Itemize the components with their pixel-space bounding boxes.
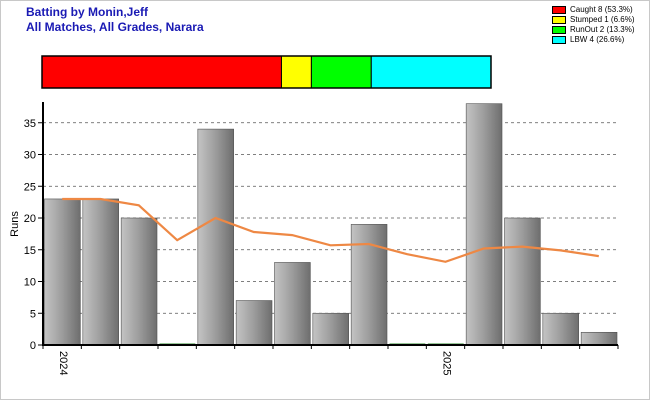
legend-swatch-stumped — [552, 16, 566, 24]
dismissal-segment-caught — [41, 55, 282, 89]
dismissal-bar — [41, 55, 492, 89]
y-tick-label: 35 — [24, 118, 36, 130]
legend-swatch-runout — [552, 26, 566, 34]
bar — [542, 312, 579, 346]
average-line-group — [62, 197, 599, 263]
bar — [580, 331, 618, 346]
legend-label-runout: RunOut 2 (13.3%) — [570, 25, 635, 34]
legend-label-caught: Caught 8 (53.3%) — [570, 5, 633, 14]
y-axis-title: Runs — [9, 211, 21, 237]
legend-swatch-caught — [552, 6, 566, 14]
legend-label-stumped: Stumped 1 (6.6%) — [570, 15, 635, 24]
dismissal-segment-lbw — [370, 55, 492, 89]
legend-label-lbw: LBW 4 (26.6%) — [570, 35, 625, 44]
axes — [38, 102, 619, 349]
chart-title-line-2: All Matches, All Grades, Narara — [26, 20, 204, 34]
bar — [120, 217, 158, 346]
bar — [235, 300, 273, 346]
legend-swatch-lbw — [552, 36, 566, 44]
y-tick-label: 15 — [24, 245, 36, 257]
bar — [312, 312, 349, 346]
legend-item-lbw: LBW 4 (26.6%) — [552, 35, 634, 45]
x-tick-label: 2025 — [441, 351, 453, 375]
dismissal-bar-outline — [41, 55, 492, 89]
legend-item-runout: RunOut 2 (13.3%) — [552, 25, 634, 35]
y-tick-label: 25 — [24, 181, 36, 193]
bars — [44, 103, 618, 346]
bar — [44, 198, 81, 346]
bar — [274, 262, 311, 346]
y-tick-label: 5 — [30, 308, 36, 320]
chart-title-line-1: Batting by Monin,Jeff — [26, 5, 148, 19]
y-tick-label: 30 — [24, 150, 36, 162]
bar — [82, 198, 119, 346]
dismissal-segment-runout — [310, 55, 372, 89]
bar — [197, 128, 234, 346]
y-tick-label: 20 — [24, 213, 36, 225]
bar — [465, 103, 503, 346]
x-tick-label: 2024 — [57, 351, 69, 375]
bar — [350, 224, 388, 346]
dismissal-segment-stumped — [280, 55, 312, 89]
average-line — [62, 197, 599, 263]
legend-item-stumped: Stumped 1 (6.6%) — [552, 15, 634, 25]
y-tick-label: 0 — [30, 340, 36, 352]
bar — [504, 217, 541, 346]
legend: Caught 8 (53.3%) Stumped 1 (6.6%) RunOut… — [552, 5, 634, 45]
legend-item-caught: Caught 8 (53.3%) — [552, 5, 634, 15]
y-tick-label: 10 — [24, 277, 36, 289]
